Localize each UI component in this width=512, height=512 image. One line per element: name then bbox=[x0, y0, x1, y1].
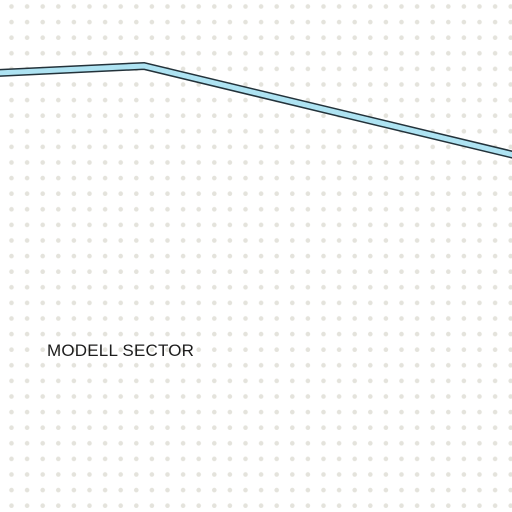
road-fill bbox=[0, 63, 512, 158]
sector-label: MODELL SECTOR bbox=[47, 341, 194, 360]
road[interactable] bbox=[0, 61, 512, 159]
